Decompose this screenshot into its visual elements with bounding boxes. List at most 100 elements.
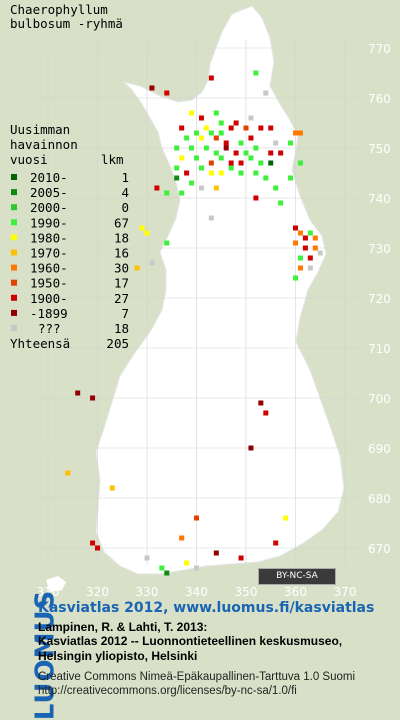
kasviatlas-link[interactable]: Kasviatlas 2012, www.luomus.fi/kasviatla…: [38, 600, 375, 616]
occurrence-square: [223, 140, 229, 146]
occurrence-square: [278, 200, 284, 206]
easting-tick-label: 370: [334, 585, 357, 599]
occurrence-square: [248, 135, 254, 141]
occurrence-square: [164, 190, 170, 196]
occurrence-square: [273, 185, 279, 191]
occurrence-square: [293, 130, 298, 136]
northing-tick-label: 680: [368, 492, 391, 506]
occurrence-square: [109, 485, 115, 491]
northing-tick-label: 710: [368, 342, 391, 356]
occurrence-square: [233, 120, 239, 126]
easting-tick-label: 320: [86, 585, 109, 599]
northing-tick-label: 700: [368, 392, 391, 406]
occurrence-square: [213, 185, 219, 191]
occurrence-square: [149, 260, 155, 266]
legend-count: 1: [121, 170, 129, 185]
legend-swatch: [11, 249, 17, 256]
legend-swatch: [11, 309, 17, 316]
easting-axis: 310 320 330 340 350 360 370: [37, 585, 357, 599]
legend-count: 18: [114, 230, 129, 245]
occurrence-square: [248, 155, 254, 161]
northing-tick-label: 770: [368, 42, 391, 56]
occurrence-square: [297, 160, 303, 166]
occurrence-square: [179, 190, 185, 196]
occurrence-square: [198, 185, 204, 191]
legend-header-line2: havainnon: [10, 137, 78, 152]
legend-period-label: 1960-: [30, 261, 68, 276]
legend-col-count: lkm: [101, 152, 124, 167]
legend-period-label: 2000-: [30, 200, 68, 215]
occurrence-square: [297, 230, 303, 236]
occurrence-square: [184, 170, 190, 176]
species-title-line2: bulbosum -ryhmä: [10, 16, 123, 31]
occurrence-square: [297, 265, 303, 271]
citation-line3: Helsingin yliopisto, Helsinki: [38, 649, 198, 663]
legend-swatch: [11, 279, 17, 286]
easting-tick-label: 330: [136, 585, 159, 599]
citation-line2: Kasviatlas 2012 -- Luonnontieteellinen k…: [38, 634, 343, 648]
northing-tick-label: 750: [368, 142, 391, 156]
occurrence-square: [243, 150, 249, 156]
northing-tick-label: 740: [368, 192, 391, 206]
occurrence-square: [288, 175, 294, 181]
cc-license-badge[interactable]: BY-NC-SA: [258, 568, 336, 585]
occurrence-square: [228, 165, 234, 171]
legend-total-label: Yhteensä: [10, 336, 70, 351]
occurrence-square: [238, 170, 244, 176]
occurrence-square: [317, 250, 323, 256]
license-url[interactable]: http://creativecommons.org/licenses/by-n…: [38, 685, 297, 697]
legend-swatch: [11, 325, 17, 331]
occurrence-square: [179, 125, 185, 131]
occurrence-square: [312, 245, 318, 251]
occurrence-square: [248, 445, 254, 451]
legend-swatch: [11, 204, 17, 211]
occurrence-square: [307, 255, 313, 261]
occurrence-square: [149, 85, 155, 91]
occurrence-square: [213, 110, 219, 116]
legend-count: 67: [114, 215, 129, 230]
aland-islands: [46, 576, 66, 592]
occurrence-square: [238, 140, 244, 146]
occurrence-square: [238, 555, 244, 561]
occurrence-square: [253, 195, 259, 201]
occurrence-square: [278, 150, 284, 156]
easting-tick-label: 310: [37, 585, 60, 599]
map-page: { "title_lines": ["Chaerophyllum", "bulb…: [10, 2, 391, 720]
occurrence-squares: [65, 70, 323, 576]
occurrence-square: [189, 110, 195, 116]
occurrence-square: [174, 145, 180, 151]
legend-swatch: [11, 294, 17, 301]
citation-line1: Lampinen, R. & Lahti, T. 2013:: [38, 620, 208, 634]
occurrence-square: [297, 130, 303, 136]
occurrence-square: [144, 555, 150, 561]
legend-count: 7: [121, 306, 129, 321]
occurrence-square: [75, 390, 81, 396]
legend-period-label: ???: [38, 321, 61, 336]
occurrence-square: [154, 185, 160, 191]
occurrence-square: [218, 130, 224, 136]
northing-tick-label: 760: [368, 92, 391, 106]
northing-axis: 770 760 750 740 730 720 710 700 690 680 670: [368, 42, 391, 556]
occurrence-square: [184, 135, 190, 141]
occurrence-square: [164, 90, 170, 96]
occurrence-square: [253, 145, 259, 151]
legend-period-label: 1980-: [30, 230, 68, 245]
legend-count: 30: [114, 261, 129, 276]
occurrence-square: [208, 170, 214, 176]
legend-period-label: 2010-: [30, 170, 68, 185]
occurrence-square: [258, 160, 264, 166]
legend-swatch: [11, 189, 17, 196]
occurrence-square: [194, 515, 199, 521]
finland-land-shape: [95, 5, 345, 575]
legend-header-line1: Uusimman: [10, 122, 70, 137]
occurrence-square: [213, 150, 219, 156]
occurrence-square: [164, 240, 170, 246]
occurrence-square: [253, 70, 259, 76]
occurrence-square: [65, 470, 71, 476]
legend-swatch: [11, 219, 17, 226]
legend-period-label: 1900-: [30, 291, 68, 306]
occurrence-square: [139, 225, 145, 231]
northing-tick-label: 690: [368, 442, 391, 456]
occurrence-square: [253, 170, 259, 176]
occurrence-square: [174, 175, 180, 181]
